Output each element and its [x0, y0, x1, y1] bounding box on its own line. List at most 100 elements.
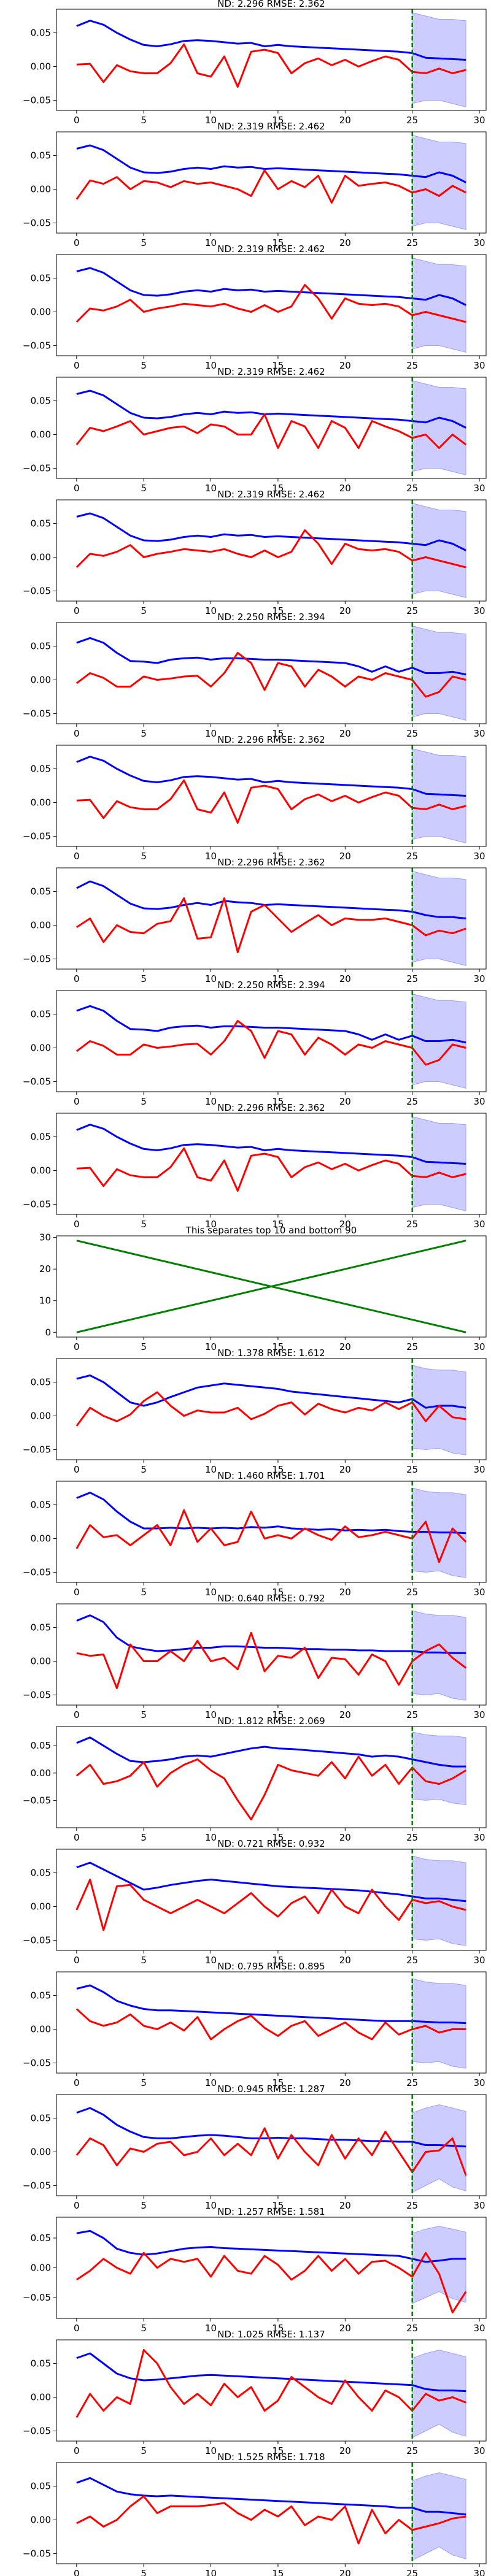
series-line — [75, 2252, 467, 2313]
x-tick-label: 5 — [141, 1219, 147, 1230]
y-tick-label: 0.05 — [31, 886, 51, 897]
x-tick-label: 15 — [272, 973, 284, 984]
series-line — [75, 1391, 466, 1427]
series-line — [75, 2349, 466, 2418]
x-tick-label: 30 — [474, 2568, 485, 2576]
y-tick-label: 0.05 — [31, 1132, 51, 1143]
subplot: ND: 2.296 RMSE: 2.362 0 5 10 15 20 25 30 −0.05 0.… — [23, 857, 487, 984]
x-tick-label: 30 — [474, 1832, 485, 1843]
axes-frame — [56, 2462, 487, 2564]
x-tick-label: 25 — [406, 1587, 418, 1598]
x-tick-label: 25 — [406, 483, 418, 494]
x-tick-label: 0 — [74, 483, 80, 494]
subplot: ND: 0.640 RMSE: 0.792 0 5 10 15 20 25 30 −0.05 0.… — [23, 1593, 487, 1720]
uncertainty-band — [412, 2472, 466, 2561]
x-tick-label: 10 — [205, 360, 217, 371]
subplot-title: This separates top 10 and bottom 90 — [185, 1225, 357, 1236]
axes-frame — [56, 1849, 487, 1951]
x-tick-label: 5 — [141, 360, 147, 371]
y-tick-label: 0.00 — [31, 1768, 51, 1779]
x-tick-label: 15 — [272, 728, 284, 739]
y-tick-label: 0.05 — [31, 1868, 51, 1879]
x-tick-label: 0 — [74, 1587, 80, 1598]
subplot: ND: 2.319 RMSE: 2.462 0 5 10 15 20 25 30 −0.05 0.… — [23, 121, 487, 248]
x-tick-label: 5 — [141, 2323, 147, 2334]
subplot-title: ND: 2.319 RMSE: 2.462 — [217, 121, 325, 132]
series-line — [75, 1509, 467, 1563]
x-tick-label: 0 — [74, 851, 80, 862]
y-tick-label: 0.05 — [31, 273, 51, 284]
x-tick-label: 20 — [339, 1219, 351, 1230]
series-line — [75, 169, 466, 204]
axes-frame — [56, 867, 487, 970]
x-tick-label: 30 — [474, 237, 485, 248]
subplot-title: ND: 1.460 RMSE: 1.701 — [217, 1470, 325, 1481]
x-tick-label: 20 — [339, 483, 351, 494]
x-tick-label: 25 — [406, 973, 418, 984]
x-tick-label: 15 — [272, 1096, 284, 1107]
y-tick-label: 0.00 — [31, 2147, 51, 2158]
axes-frame — [56, 2094, 487, 2196]
x-tick-label: 20 — [339, 1832, 351, 1843]
series-line — [75, 897, 466, 953]
y-tick-label: 0.00 — [31, 2392, 51, 2403]
x-tick-label: 25 — [406, 605, 418, 616]
y-tick-label: −0.05 — [23, 831, 51, 842]
x-tick-label: 5 — [141, 973, 147, 984]
uncertainty-band — [412, 1731, 466, 1806]
x-tick-label: 5 — [141, 2077, 147, 2088]
subplot-title: ND: 2.296 RMSE: 2.362 — [217, 0, 325, 9]
y-tick-label: −0.05 — [23, 708, 51, 719]
x-tick-label: 15 — [272, 605, 284, 616]
series-line — [76, 1005, 466, 1044]
subplot-title: ND: 1.378 RMSE: 1.612 — [217, 1347, 325, 1359]
x-tick-label: 10 — [205, 1096, 217, 1107]
x-tick-label: 15 — [272, 483, 284, 494]
y-tick-label: 0.05 — [31, 2481, 51, 2492]
subplot-title: ND: 2.296 RMSE: 2.362 — [217, 1102, 325, 1113]
x-tick-label: 5 — [141, 1709, 147, 1720]
subplot-title: ND: 1.525 RMSE: 1.718 — [217, 2451, 325, 2463]
uncertainty-band — [412, 502, 466, 599]
subplot-title: ND: 2.319 RMSE: 2.462 — [217, 366, 325, 377]
x-tick-label: 25 — [406, 2077, 418, 2088]
y-tick-label: 0.00 — [31, 2024, 51, 2035]
x-tick-label: 25 — [406, 2568, 418, 2576]
y-tick-label: 0.00 — [31, 920, 51, 931]
y-tick-label: 0.00 — [31, 2263, 51, 2274]
y-tick-label: 0.05 — [31, 2358, 51, 2369]
y-tick-label: −0.05 — [23, 1795, 51, 1806]
y-tick-label: −0.05 — [23, 1567, 51, 1578]
x-tick-label: 20 — [339, 237, 351, 248]
axes-frame — [56, 1603, 487, 1706]
y-tick-label: 0.00 — [31, 1656, 51, 1667]
y-tick-label: −0.05 — [23, 95, 51, 106]
x-tick-label: 5 — [141, 1464, 147, 1475]
x-tick-label: 5 — [141, 115, 147, 126]
x-tick-label: 15 — [272, 360, 284, 371]
x-tick-label: 0 — [74, 1219, 80, 1230]
y-tick-label: 20 — [39, 1263, 51, 1275]
y-tick-label: −0.05 — [23, 2058, 51, 2069]
axes-frame — [56, 254, 487, 356]
subplot: ND: 2.250 RMSE: 2.394 0 5 10 15 20 25 30 −0.05 0.… — [23, 979, 487, 1107]
x-tick-label: 10 — [205, 2323, 217, 2334]
series-line — [76, 1492, 466, 1535]
axes-frame — [56, 1481, 487, 1583]
series-line — [76, 779, 466, 824]
y-tick-label: 0.05 — [31, 2113, 51, 2124]
y-tick-label: −0.05 — [23, 1690, 51, 1701]
x-tick-label: 25 — [406, 360, 418, 371]
y-tick-label: −0.05 — [23, 2426, 51, 2437]
series-line — [76, 1736, 466, 1768]
x-tick-label: 30 — [474, 1587, 485, 1598]
x-tick-label: 20 — [339, 1709, 351, 1720]
y-tick-label: 0.05 — [31, 764, 51, 775]
x-tick-label: 25 — [406, 1096, 418, 1107]
y-tick-label: −0.05 — [23, 1935, 51, 1946]
series-line — [76, 1124, 466, 1165]
subplot: ND: 1.812 RMSE: 2.069 0 5 10 15 20 25 30 −0.05 0.… — [23, 1715, 487, 1843]
x-tick-label: 0 — [74, 1955, 80, 1966]
x-tick-label: 5 — [141, 1832, 147, 1843]
x-tick-label: 20 — [339, 2323, 351, 2334]
